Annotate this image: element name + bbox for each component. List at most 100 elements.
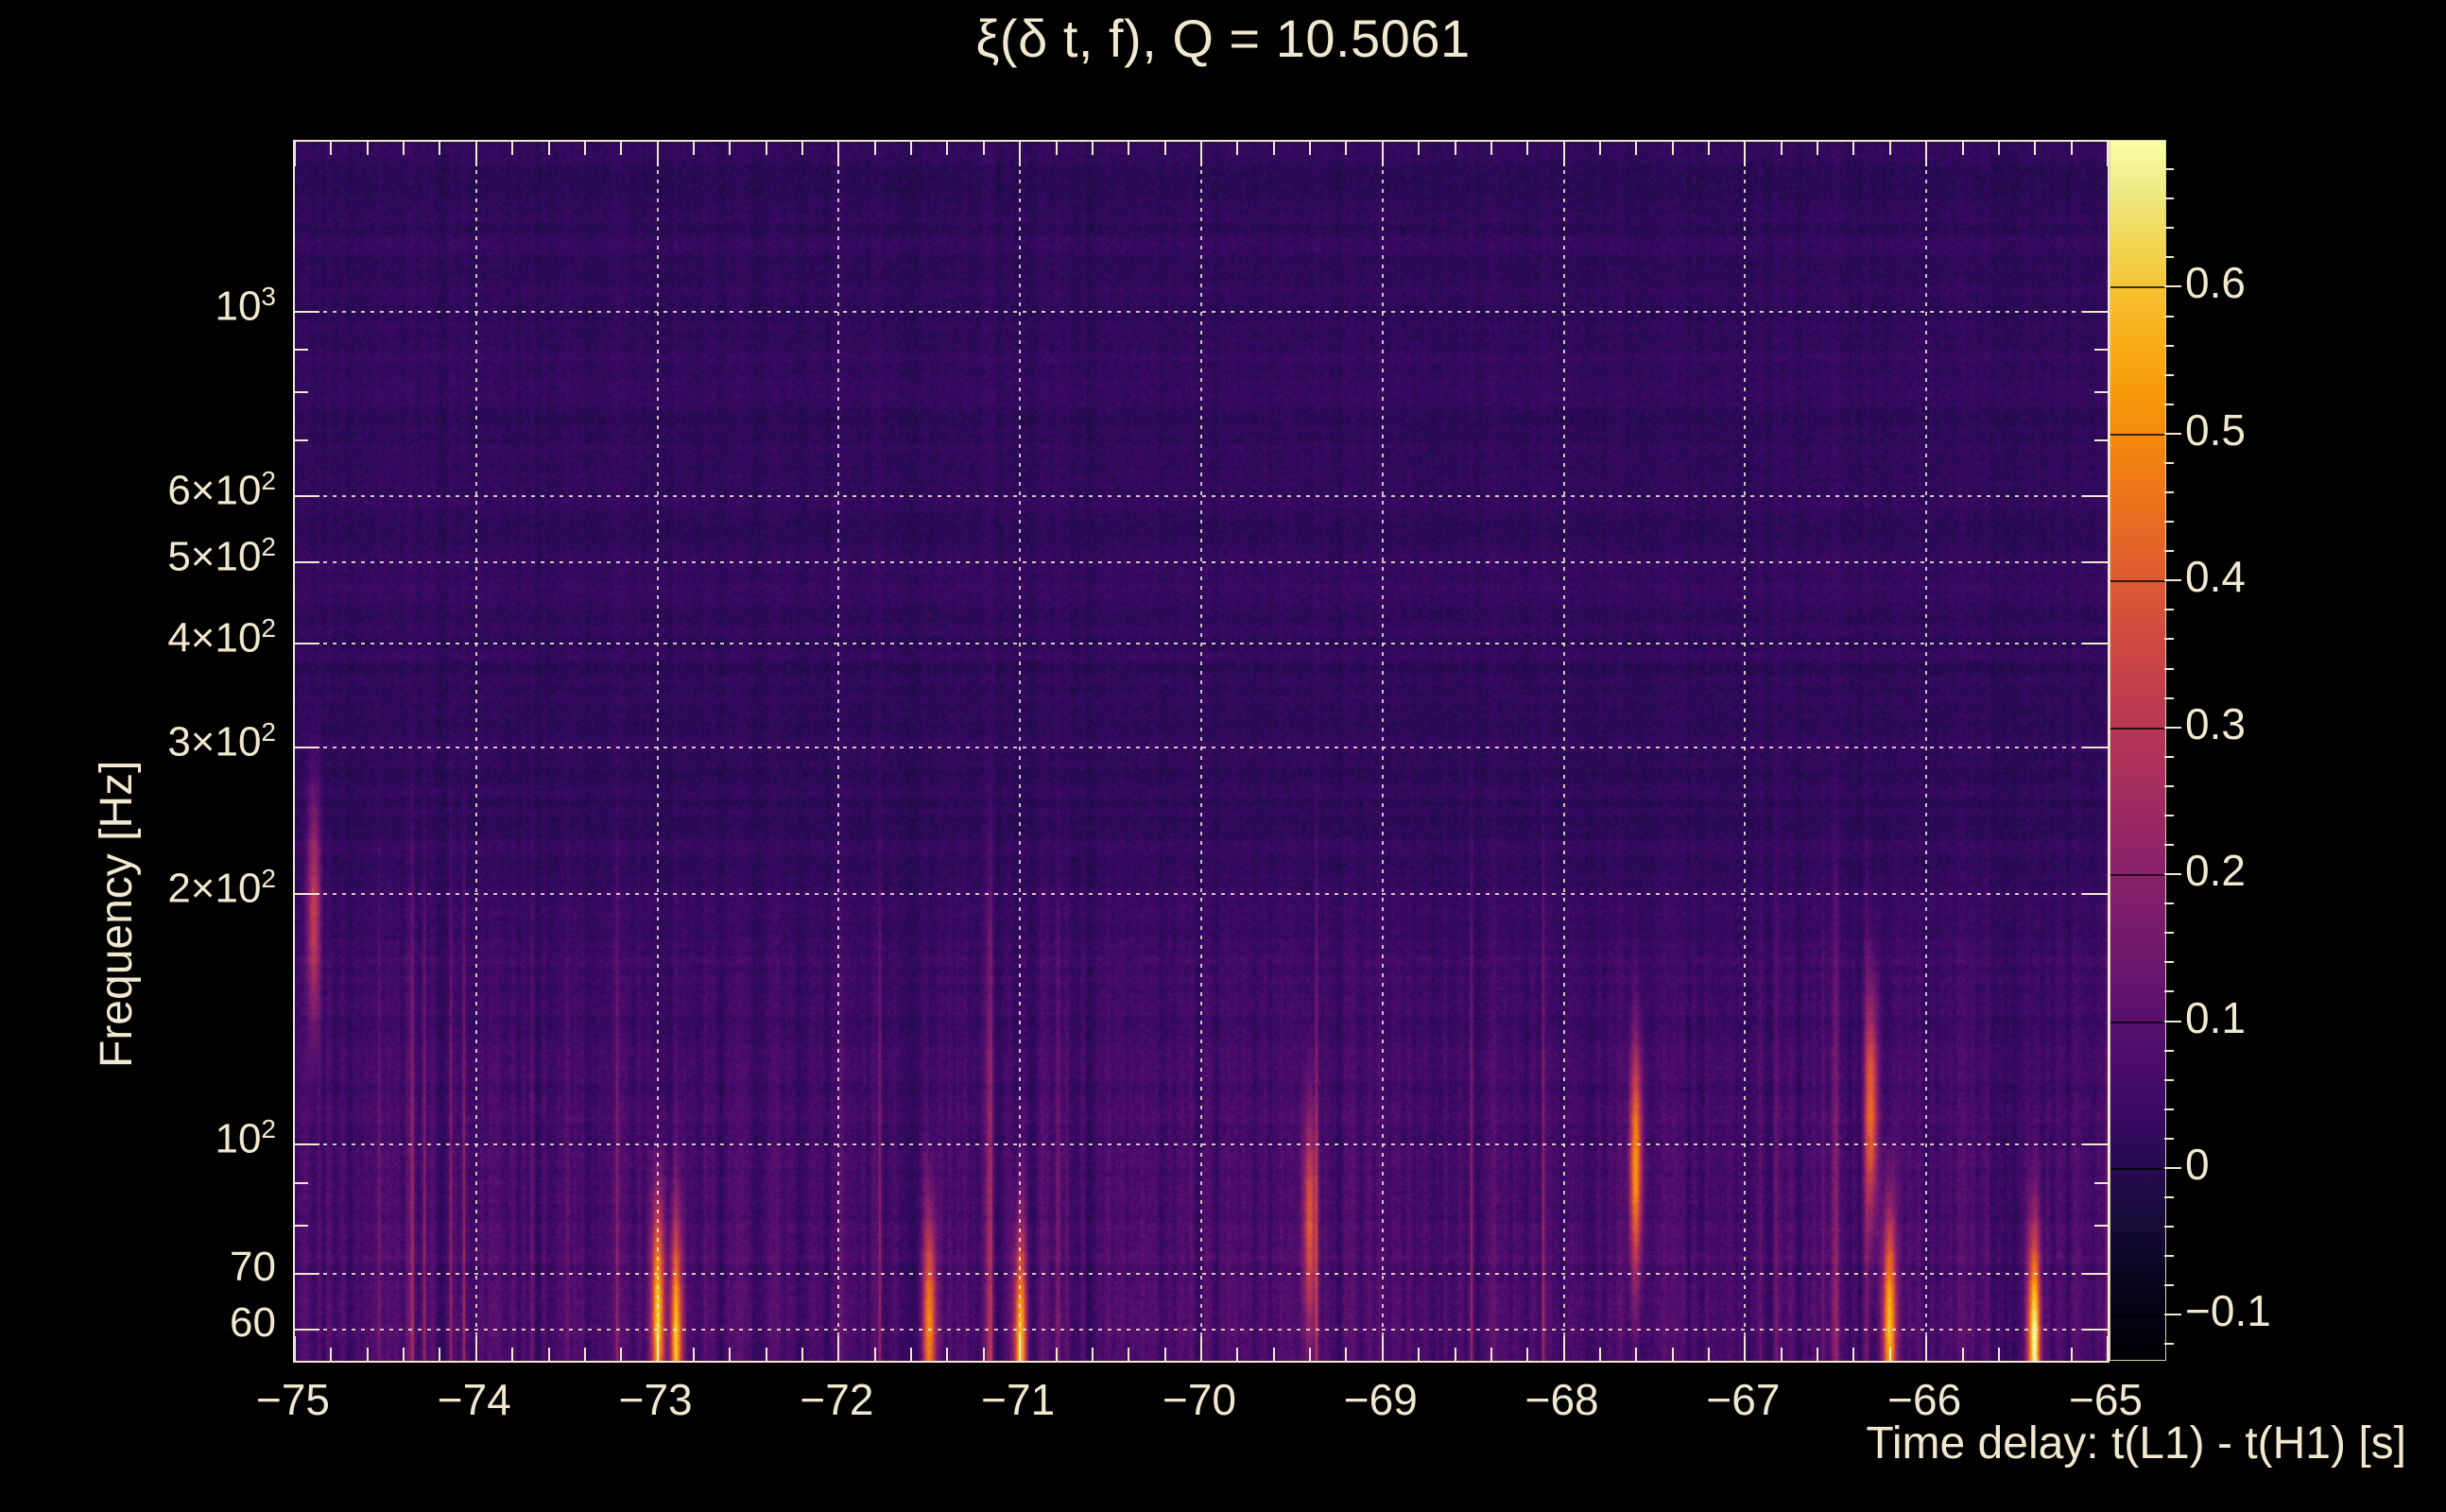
colorbar (2110, 140, 2166, 1361)
x-axis-minor-tick (946, 142, 949, 155)
x-axis-minor-tick (2070, 1348, 2073, 1361)
x-axis-minor-tick (910, 142, 913, 155)
x-axis-minor-tick (692, 142, 695, 155)
y-axis-minor-tick (2094, 642, 2108, 644)
x-axis-minor-tick (366, 1348, 369, 1361)
x-axis-minor-tick (1418, 142, 1421, 155)
x-axis-tick (1019, 1336, 1022, 1361)
colorbar-minor-tick (2164, 784, 2174, 787)
colorbar-minor-tick (2164, 256, 2174, 259)
colorbar-tick-label: 0 (2185, 1139, 2210, 1189)
x-axis-minor-tick (1817, 1348, 1819, 1361)
x-axis-minor-tick (873, 1348, 876, 1361)
x-axis-tick (837, 1336, 840, 1361)
colorbar-minor-tick (2164, 550, 2174, 553)
x-axis-tick (2107, 142, 2108, 166)
colorbar-minor-tick (2164, 1255, 2174, 1258)
x-axis-minor-tick (1236, 142, 1239, 155)
x-axis-tick (1925, 142, 1928, 166)
x-axis-minor-tick (1345, 142, 1348, 155)
colorbar-minor-tick (2164, 1078, 2174, 1081)
colorbar-tick-outer (2164, 579, 2181, 582)
x-axis-minor-tick (1598, 1348, 1601, 1361)
x-axis-minor-tick (547, 142, 550, 155)
y-axis-minor-tick (295, 642, 308, 644)
x-axis-minor-tick (511, 142, 514, 155)
colorbar-tick (2110, 1314, 2165, 1317)
x-axis-tick (474, 142, 477, 166)
colorbar-tick-outer (2164, 1020, 2181, 1022)
x-axis-tick (1925, 1336, 1928, 1361)
colorbar-tick-label: 0.4 (2185, 552, 2246, 602)
x-axis-minor-tick (1128, 142, 1130, 155)
x-axis-minor-tick (1526, 142, 1529, 155)
y-axis-minor-tick (2094, 1181, 2108, 1184)
x-axis-minor-tick (1852, 142, 1855, 155)
y-axis-minor-tick (2094, 561, 2108, 564)
colorbar-tick-label: 0.5 (2185, 404, 2246, 455)
x-tick-label: −70 (1162, 1375, 1237, 1424)
x-axis-minor-tick (1345, 1348, 1348, 1361)
x-axis-minor-tick (1526, 1348, 1529, 1361)
colorbar-minor-tick (2164, 373, 2174, 376)
x-axis-minor-tick (1163, 142, 1166, 155)
x-axis-minor-tick (1961, 142, 1964, 155)
x-axis-minor-tick (1852, 1348, 1855, 1361)
x-axis-minor-tick (439, 142, 441, 155)
colorbar-tick-outer (2164, 285, 2181, 288)
x-axis-minor-tick (2034, 1348, 2037, 1361)
x-axis-tick (474, 1336, 477, 1361)
colorbar-minor-tick (2164, 1343, 2174, 1346)
colorbar-tick-label: 0.1 (2185, 992, 2246, 1042)
y-axis-minor-tick (295, 1328, 308, 1331)
colorbar-minor-tick (2164, 315, 2174, 318)
colorbar-minor-tick (2164, 198, 2174, 200)
x-axis-tick (2107, 1336, 2108, 1361)
y-axis-minor-tick (2094, 892, 2108, 895)
x-axis-minor-tick (403, 1348, 405, 1361)
x-axis-tick (1200, 1336, 1202, 1361)
colorbar-minor-tick (2164, 1196, 2174, 1199)
x-axis-minor-tick (1454, 1348, 1456, 1361)
y-axis-minor-tick (295, 310, 308, 313)
x-axis-minor-tick (1780, 142, 1783, 155)
x-axis-minor-tick (1888, 142, 1891, 155)
colorbar-tick (2110, 580, 2165, 583)
x-axis-minor-tick (1888, 1348, 1891, 1361)
grid-line-vertical (1381, 142, 1384, 1361)
x-axis-minor-tick (1309, 142, 1312, 155)
x-axis-minor-tick (1272, 1348, 1275, 1361)
colorbar-minor-tick (2164, 521, 2174, 524)
x-axis-minor-tick (982, 142, 985, 155)
colorbar-tick (2110, 286, 2165, 289)
x-tick-label: −65 (2068, 1375, 2144, 1424)
x-axis-minor-tick (1635, 1348, 1638, 1361)
x-tick-label: −69 (1343, 1375, 1418, 1424)
colorbar-minor-tick (2164, 1108, 2174, 1110)
x-axis-minor-tick (547, 1348, 550, 1361)
x-tick-label: −74 (437, 1375, 511, 1424)
x-axis-minor-tick (1635, 142, 1638, 155)
colorbar-minor-tick (2164, 755, 2174, 758)
x-axis-minor-tick (1055, 1348, 1058, 1361)
x-axis-minor-tick (1128, 1348, 1130, 1361)
x-axis-minor-tick (583, 1348, 586, 1361)
y-tick-label: 103 (215, 281, 276, 330)
x-axis-minor-tick (982, 1348, 985, 1361)
colorbar-minor-tick (2164, 168, 2174, 171)
y-axis-minor-tick (2094, 1224, 2108, 1227)
colorbar-minor-tick (2164, 1049, 2174, 1052)
colorbar-tick (2110, 727, 2165, 730)
x-axis-tick (1200, 142, 1202, 166)
y-axis-minor-tick (2094, 1272, 2108, 1275)
x-tick-label: −72 (800, 1375, 874, 1424)
y-tick-label: 6×102 (167, 466, 276, 515)
y-axis-minor-tick (2094, 1328, 2108, 1331)
colorbar-minor-tick (2164, 932, 2174, 935)
x-axis-tick (1562, 142, 1565, 166)
colorbar-minor-tick (2164, 491, 2174, 493)
colorbar-minor-tick (2164, 990, 2174, 993)
colorbar-gradient (2110, 141, 2165, 1360)
x-axis-minor-tick (1091, 142, 1094, 155)
